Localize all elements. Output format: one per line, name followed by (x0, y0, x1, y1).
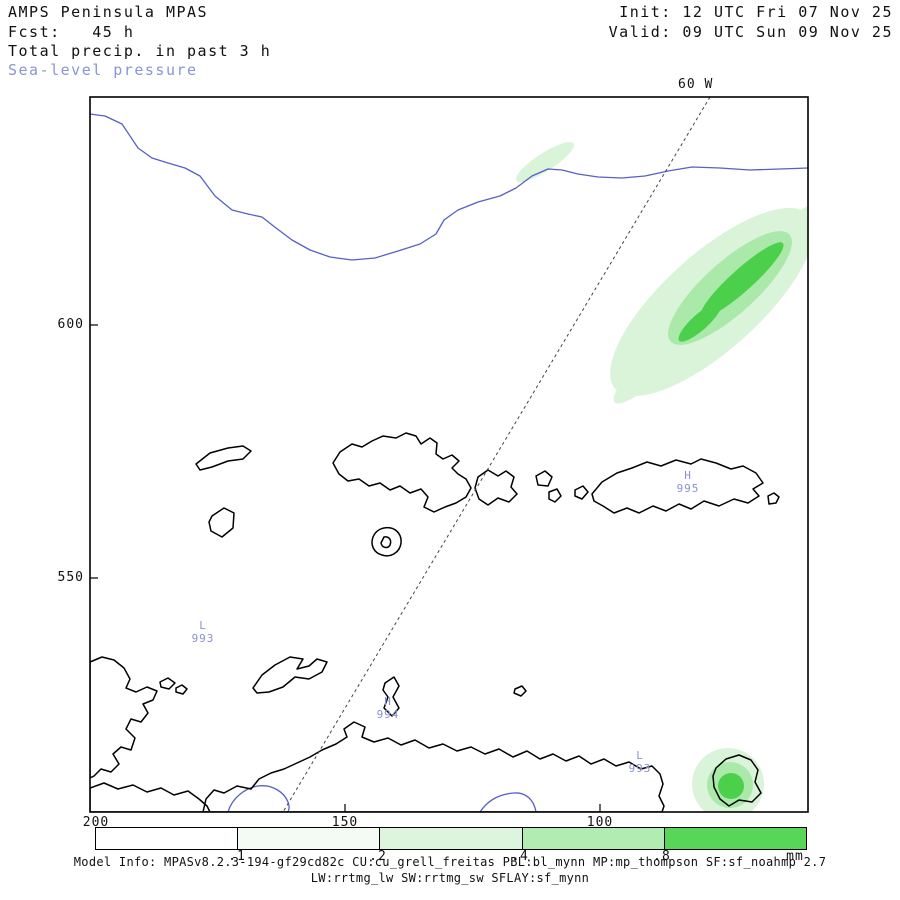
pressure-center-type: H (384, 695, 392, 708)
model-info-line2: LW:rrtmg_lw SW:rrtmg_sw SFLAY:sf_mynn (310, 871, 590, 885)
x-axis-tick-100: 100 (586, 815, 614, 830)
colorbar-tick-01: .1 (228, 849, 246, 864)
pressure-center-low-993-west: L 993 (192, 619, 215, 645)
y-axis-tick-550: 550 (57, 570, 84, 585)
pressure-center-high-994: H 994 (377, 695, 400, 721)
pressure-center-type: H (684, 469, 692, 482)
colorbar-tick-04: .4 (511, 849, 529, 864)
forecast-hour-label: Fcst: 45 h (8, 23, 135, 41)
colorbar-tick-02: .2 (369, 849, 387, 864)
meridian-dashed-line (282, 97, 711, 812)
product-label: Total precip. in past 3 h (8, 42, 272, 60)
pressure-center-type: L (636, 749, 644, 762)
y-axis-tick-600: 600 (57, 317, 84, 332)
pressure-contour-line (90, 113, 808, 812)
colorbar-segment-5 (664, 828, 807, 849)
pressure-center-value: 993 (191, 632, 215, 645)
coastline-contours (90, 432, 780, 812)
pressure-center-value: 995 (676, 482, 700, 495)
colorbar-segment-2 (238, 828, 381, 849)
precip-shading (516, 142, 808, 812)
overlay-label: Sea-level pressure (8, 61, 198, 79)
colorbar-segment-3 (380, 828, 523, 849)
init-time-label: Init: 12 UTC Fri 07 Nov 25 (619, 3, 893, 21)
pressure-center-value: 993 (628, 762, 652, 775)
colorbar-unit-label: mm (786, 849, 804, 864)
pressure-center-high-995: H 995 (677, 469, 700, 495)
colorbar-tick-08: .8 (653, 849, 671, 864)
pressure-center-type: L (199, 619, 207, 632)
pressure-center-low-993-east: L 993 (629, 749, 652, 775)
model-info-line1: Model Info: MPASv8.2.3-194-gf29cd82c CU:… (73, 855, 827, 869)
pressure-center-value: 994 (376, 708, 400, 721)
meridian-label: 60 W (678, 77, 714, 92)
colorbar-segment-1 (96, 828, 239, 849)
colorbar-segment-4 (522, 828, 665, 849)
map-frame (89, 96, 809, 813)
valid-time-label: Valid: 09 UTC Sun 09 Nov 25 (608, 23, 893, 41)
x-axis-tick-150: 150 (331, 815, 359, 830)
precip-colorbar (95, 827, 807, 850)
axis-ticks (90, 324, 601, 812)
page-title: AMPS Peninsula MPAS (8, 3, 209, 21)
x-axis-tick-200: 200 (82, 815, 110, 830)
